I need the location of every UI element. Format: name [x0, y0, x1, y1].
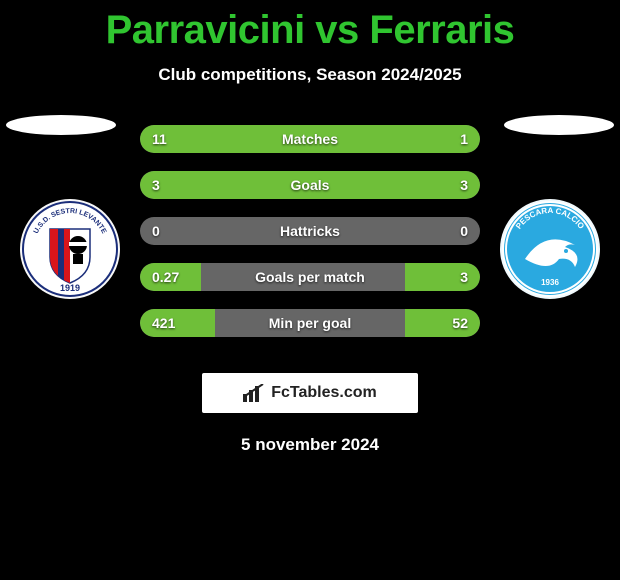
right-club-crest: PESCARA CALCIO 1936 — [500, 199, 600, 299]
page-title: Parravicini vs Ferraris — [0, 0, 620, 53]
comparison-area: U.S.D. SESTRI LEVANTE 1919 — [0, 115, 620, 355]
stat-bar: 33Goals — [140, 171, 480, 199]
svg-text:1919: 1919 — [60, 283, 80, 293]
brand-attribution: FcTables.com — [202, 373, 418, 413]
stat-bar: 111Matches — [140, 125, 480, 153]
right-player-ellipse — [504, 115, 614, 135]
snapshot-date: 5 november 2024 — [0, 435, 620, 455]
pescara-icon: PESCARA CALCIO 1936 — [500, 199, 600, 299]
stat-label: Matches — [140, 125, 480, 153]
sestri-levante-icon: U.S.D. SESTRI LEVANTE 1919 — [20, 199, 120, 299]
left-club-crest: U.S.D. SESTRI LEVANTE 1919 — [20, 199, 120, 299]
stat-label: Goals per match — [140, 263, 480, 291]
brand-text: FcTables.com — [271, 384, 377, 402]
page-subtitle: Club competitions, Season 2024/2025 — [0, 65, 620, 85]
stat-label: Hattricks — [140, 217, 480, 245]
stat-bar: 00Hattricks — [140, 217, 480, 245]
svg-text:1936: 1936 — [541, 278, 559, 287]
stat-bar: 0.273Goals per match — [140, 263, 480, 291]
bar-chart-icon — [243, 384, 265, 402]
stat-label: Min per goal — [140, 309, 480, 337]
stats-bars: 111Matches 33Goals 00Hattricks 0.273Goals p… — [140, 107, 480, 355]
left-player-ellipse — [6, 115, 116, 135]
stat-label: Goals — [140, 171, 480, 199]
stat-bar: 42152Min per goal — [140, 309, 480, 337]
